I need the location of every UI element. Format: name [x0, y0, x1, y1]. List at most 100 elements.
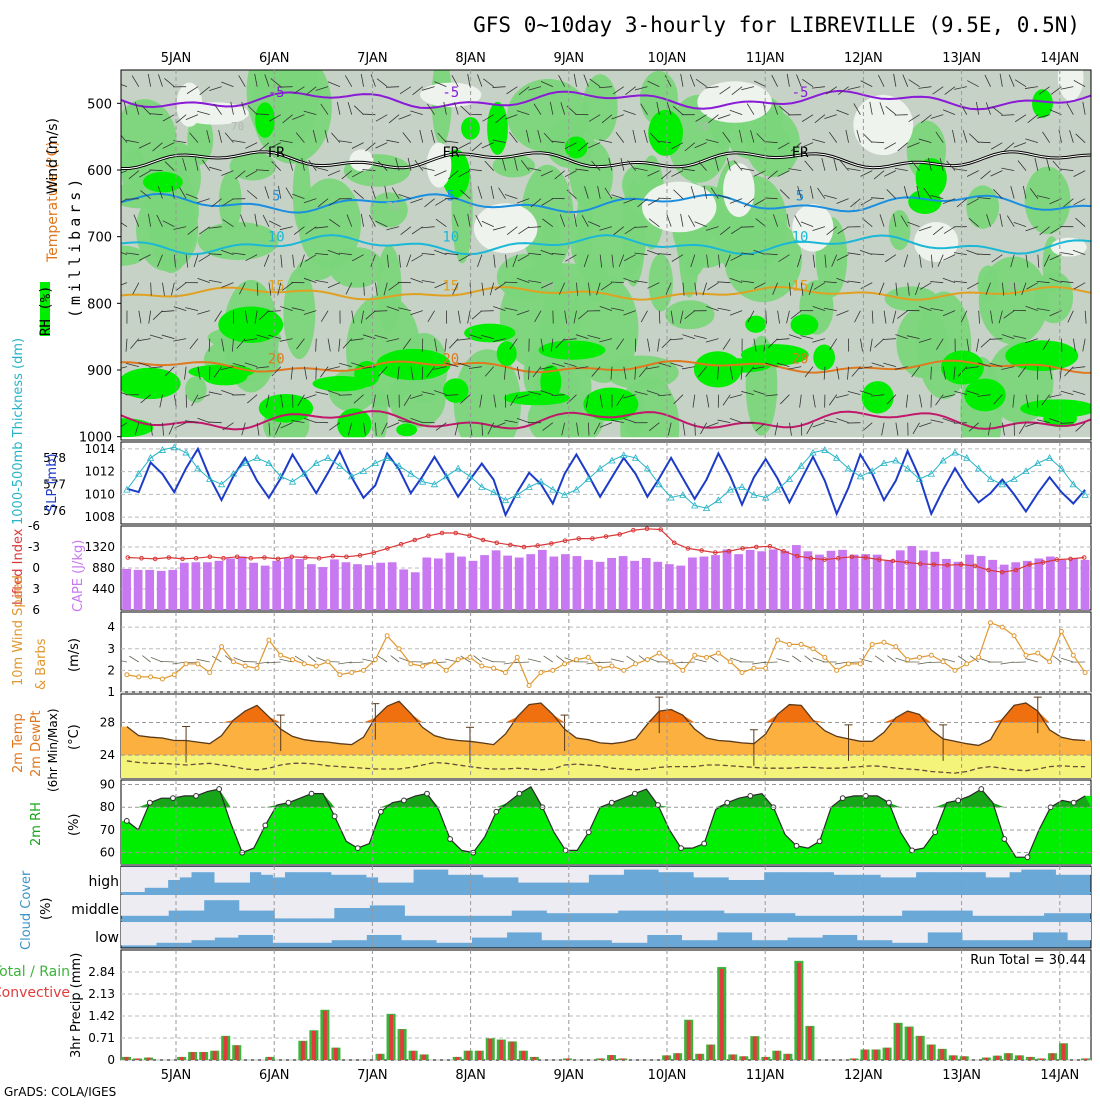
cloud-low-bar	[927, 922, 939, 932]
cape-bar	[607, 558, 616, 610]
wind10-point	[728, 660, 732, 664]
precip-conv-bar	[565, 1058, 569, 1060]
precip-conv-bar	[764, 1057, 768, 1060]
cloud-middle-bar	[417, 895, 429, 916]
cloud-low-bar	[588, 922, 600, 940]
cloud-middle-bar	[298, 895, 310, 918]
date-label-top: 13JAN	[942, 51, 981, 66]
cape-bar	[342, 562, 351, 610]
cape-bar	[272, 561, 281, 610]
date-label-top: 9JAN	[554, 51, 585, 66]
cloud-middle-bar	[1056, 895, 1068, 913]
wind10-point	[172, 673, 176, 677]
cloud-middle-bar	[843, 895, 855, 916]
wind10-point	[444, 668, 448, 672]
cape-bar	[757, 551, 766, 610]
cape-bar	[307, 564, 316, 610]
rh2-point	[609, 800, 614, 805]
rh-blob	[649, 254, 673, 311]
cloud-low-bar	[1079, 922, 1091, 940]
wind10-label-3: (m/s)	[67, 638, 82, 672]
wind10-point	[1048, 660, 1052, 664]
rh2-point	[887, 800, 892, 805]
cape-bar	[492, 550, 501, 610]
rh2-tick: 90	[100, 778, 115, 792]
rh2-point	[355, 846, 360, 851]
wind10-tick: 3	[107, 642, 115, 656]
cloud-middle-bar	[275, 895, 287, 918]
cloud-high-bar	[974, 867, 986, 872]
rh2-point	[979, 787, 984, 792]
cloud-high-bar	[822, 867, 834, 872]
cloud-low-bar	[507, 922, 519, 932]
li-tick: 3	[32, 582, 40, 596]
rh-blob	[1025, 167, 1071, 235]
cloud-low-bar	[694, 922, 706, 940]
precip-conv-bar	[797, 963, 801, 1060]
cape-bar	[850, 555, 859, 610]
wind10-point	[208, 671, 212, 675]
precip-conv-bar	[709, 1045, 713, 1060]
cloud-middle-bar	[180, 895, 192, 911]
cloud-low-bar	[250, 922, 262, 935]
wind10-point	[515, 655, 519, 659]
cloud-high-bar	[881, 867, 893, 877]
cloud-high-bar	[869, 867, 881, 875]
precip-conv-bar	[786, 1054, 790, 1060]
cloud-high-bar	[308, 867, 320, 872]
rh-blob-bright	[1032, 89, 1053, 118]
contour-label: 15	[792, 278, 809, 294]
cloud-label: Cloud Cover	[19, 870, 34, 950]
rh-isopleth-label: 70	[696, 120, 709, 133]
cloud-middle-bar	[346, 895, 358, 908]
rh2-point	[378, 809, 383, 814]
cape-bar	[630, 561, 639, 610]
cloud-low-bar	[787, 922, 799, 938]
cape-bar	[1058, 560, 1067, 610]
rh2-point	[817, 839, 822, 844]
date-label-bottom: 9JAN	[554, 1068, 585, 1083]
precip-conv-bar	[312, 1031, 316, 1060]
li-tick: -3	[28, 540, 40, 554]
precip-conv-bar	[984, 1058, 988, 1060]
date-label-bottom: 6JAN	[259, 1068, 290, 1083]
date-label-top: 7JAN	[357, 51, 388, 66]
cloud-high-bar	[775, 867, 787, 872]
cloud-middle-bar	[523, 895, 535, 911]
cloud-middle-bar	[866, 895, 878, 916]
cloud-middle-bar	[322, 895, 334, 918]
contour-label: FR	[792, 145, 809, 161]
precip-tick: 1.42	[88, 1009, 115, 1023]
wind10-point	[527, 684, 531, 688]
pressure-tick: 500	[87, 97, 112, 112]
cape-bar	[988, 560, 997, 610]
cloud-low-bar	[986, 922, 998, 940]
cloud-low-bar	[717, 922, 729, 932]
date-label-top: 5JAN	[161, 51, 192, 66]
wind10-point	[373, 658, 377, 662]
cloud-high-bar	[986, 867, 998, 877]
precip-conv-bar	[951, 1055, 955, 1060]
date-label-top: 11JAN	[746, 51, 785, 66]
precip-conv-bar	[323, 1011, 327, 1060]
millibars-label: (millibars)	[66, 175, 84, 318]
wind10-point	[622, 668, 626, 672]
cape-bar	[330, 559, 339, 610]
cloud-middle-bar	[239, 895, 251, 911]
precip-conv-bar	[1017, 1055, 1021, 1060]
rh-blob	[1034, 271, 1073, 323]
cloud-middle-bar	[831, 895, 843, 916]
rh-blob-bright	[790, 314, 818, 335]
cloud-high-bar	[717, 867, 729, 877]
wind10-point	[1059, 629, 1063, 633]
rh2-point	[656, 803, 661, 808]
slp-tick: 1008	[84, 510, 115, 524]
cloud-high-bar	[553, 867, 565, 883]
wind10-point	[338, 673, 342, 677]
cloud-high-bar	[998, 867, 1010, 877]
cloud-low-bar	[553, 922, 565, 940]
cloud-middle-bar	[701, 895, 713, 911]
wind10-point	[503, 671, 507, 675]
wind10-point	[988, 621, 992, 625]
cloud-middle-bar	[973, 895, 985, 916]
